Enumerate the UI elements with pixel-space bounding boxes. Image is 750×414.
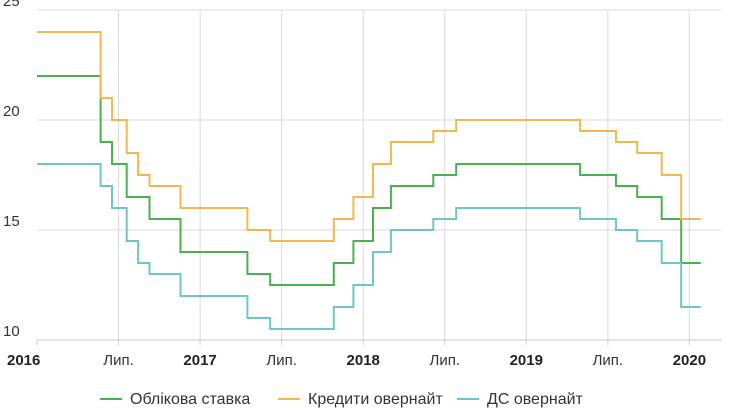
y-axis-ticks: 10 15 20 25 [3, 0, 20, 340]
x-tick-label: 2018 [347, 352, 380, 369]
x-tick-label: 2020 [673, 352, 706, 369]
y-tick-label: 10 [3, 323, 20, 340]
x-tick-label: Лип. [429, 352, 460, 369]
x-tick-label: 2019 [510, 352, 543, 369]
legend-label: Кредити овернайт [308, 391, 443, 408]
x-tick-label: Лип. [103, 352, 134, 369]
series-line-0 [37, 75, 701, 286]
series-layer [37, 31, 701, 330]
x-tick-label: 2017 [183, 352, 216, 369]
y-tick-label: 15 [3, 213, 20, 230]
x-tick-label: Лип. [593, 352, 624, 369]
x-tick-label: Лип. [266, 352, 297, 369]
y-tick-label: 25 [3, 0, 20, 10]
legend: Облікова ставка Кредити овернайт ДС оверна… [100, 391, 584, 408]
series-line-1 [37, 31, 701, 242]
x-tick-label: 2016 [7, 352, 40, 369]
y-tick-label: 20 [3, 103, 20, 120]
legend-label: ДС овернайт [487, 391, 584, 408]
series-line-2 [37, 163, 701, 330]
x-axis-ticks: 2016 Лип. 2017 Лип. 2018 Лип. 2019 Лип. 2020 [7, 340, 706, 369]
legend-label: Облікова ставка [130, 391, 250, 408]
